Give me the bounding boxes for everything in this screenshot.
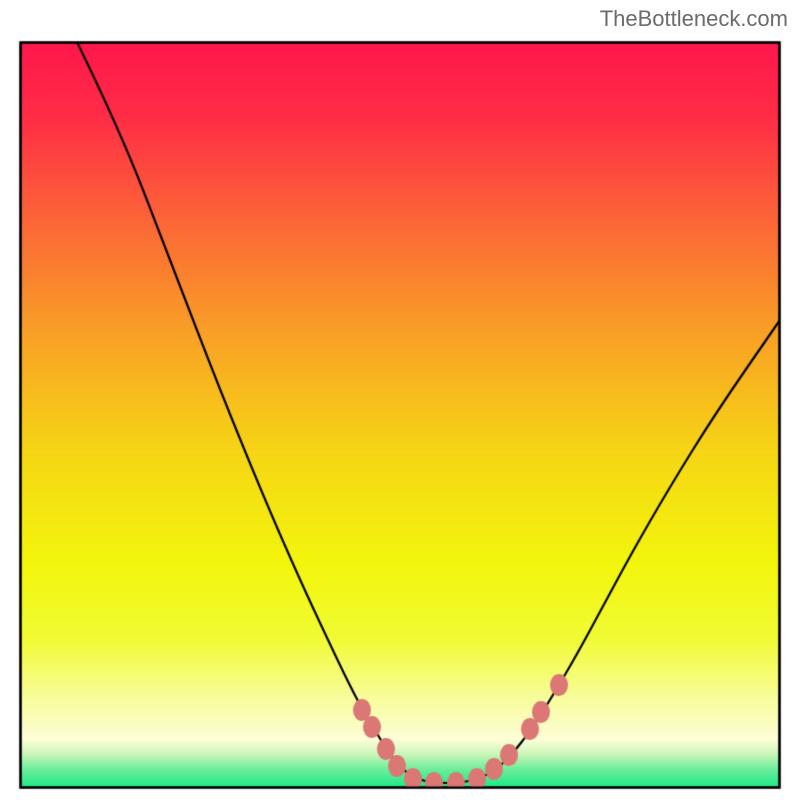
chart-stage: TheBottleneck.com bbox=[0, 0, 800, 800]
curve-overlay bbox=[0, 0, 800, 800]
watermark-text: TheBottleneck.com bbox=[600, 6, 788, 32]
